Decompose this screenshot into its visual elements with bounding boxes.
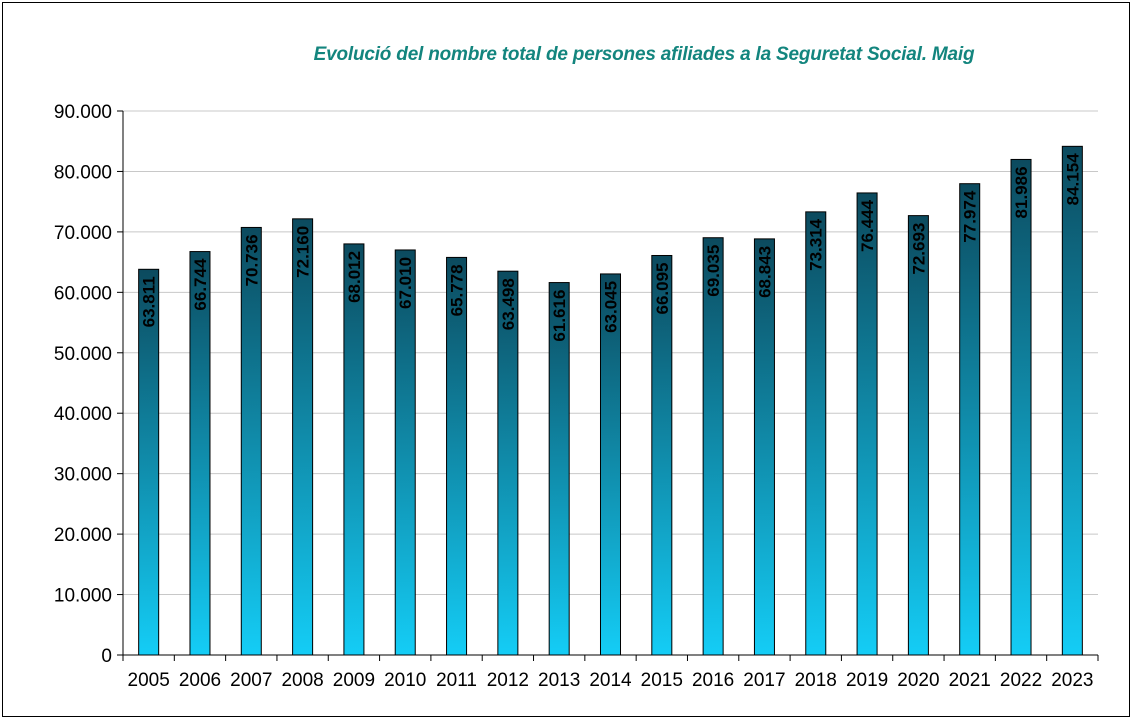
- y-tick-label: 40.000: [54, 404, 112, 425]
- x-tick-label: 2011: [436, 670, 477, 691]
- data-label: 69.035: [704, 245, 723, 297]
- data-label: 63.811: [140, 276, 159, 327]
- bar: [394, 249, 416, 656]
- y-tick-label: 90.000: [54, 102, 112, 123]
- bar: [240, 226, 262, 656]
- x-tick-label: 2005: [128, 670, 170, 691]
- data-label: 65.778: [448, 264, 467, 316]
- bar: [702, 237, 724, 656]
- data-label: 68.012: [345, 251, 364, 303]
- data-label: 70.736: [242, 234, 261, 286]
- bar: [189, 251, 211, 656]
- y-tick-label: 60.000: [54, 283, 112, 304]
- bar: [343, 243, 365, 656]
- x-tick-label: 2008: [281, 670, 323, 691]
- x-tick-label: 2021: [949, 670, 991, 691]
- data-label: 77.974: [961, 190, 980, 243]
- labels: 2005 63.811 2006 66.744 2007 70.736 2008 72.160…: [128, 153, 1094, 691]
- x-tick-label: 2015: [641, 670, 683, 691]
- x-tick-label: 2017: [743, 670, 785, 691]
- data-label: 73.314: [807, 218, 826, 271]
- bar: [548, 282, 570, 656]
- x-tick-label: 2012: [487, 670, 529, 691]
- x-tick-label: 2016: [692, 670, 734, 691]
- y-tick-label: 50.000: [54, 344, 112, 365]
- x-tick-label: 2010: [384, 670, 426, 691]
- data-label: 63.498: [499, 278, 518, 330]
- bar: [805, 211, 827, 656]
- bar: [856, 192, 878, 656]
- x-tick-label: 2023: [1051, 670, 1093, 691]
- x-tick-label: 2018: [795, 670, 837, 691]
- axes: 0 10.000 20.000 30.000 40.000 50.000 60.000 70.…: [54, 102, 1099, 667]
- y-tick-label: 10.000: [54, 586, 112, 607]
- data-label: 61.616: [550, 290, 569, 342]
- bar: [959, 183, 981, 656]
- y-tick-label: 30.000: [54, 465, 112, 486]
- bar: [138, 268, 160, 656]
- x-tick-label: 2009: [333, 670, 375, 691]
- data-label: 68.843: [755, 246, 774, 298]
- bar: [1061, 145, 1083, 656]
- bar: [497, 270, 519, 656]
- data-label: 72.160: [294, 226, 313, 278]
- x-tick-label: 2022: [1000, 670, 1042, 691]
- data-label: 76.444: [858, 199, 877, 252]
- x-tick-label: 2020: [897, 670, 939, 691]
- bar: [292, 218, 314, 656]
- bar: [446, 256, 468, 656]
- y-tick-label: 70.000: [54, 223, 112, 244]
- data-label: 84.154: [1063, 153, 1082, 206]
- y-tick-label: 80.000: [54, 162, 112, 183]
- bar: [1010, 158, 1032, 656]
- bar: [753, 238, 775, 656]
- bar: [651, 254, 673, 656]
- y-tick-label: 0: [101, 646, 112, 667]
- y-tick-label: 20.000: [54, 525, 112, 546]
- bars: [138, 145, 1083, 656]
- chart-title: Evolució del nombre total de persones af…: [313, 44, 975, 65]
- data-label: 66.095: [653, 262, 672, 314]
- x-tick-label: 2007: [230, 670, 272, 691]
- bar: [599, 273, 622, 656]
- data-label: 81.986: [1012, 166, 1031, 218]
- bar: [907, 215, 929, 656]
- x-tick-label: 2014: [589, 670, 632, 691]
- x-tick-label: 2006: [179, 670, 221, 691]
- x-tick-label: 2019: [846, 670, 888, 691]
- data-label: 67.010: [396, 257, 415, 309]
- data-label: 66.744: [191, 258, 210, 311]
- data-label: 72.693: [909, 223, 928, 275]
- x-tick-label: 2013: [538, 670, 580, 691]
- data-label: 63.045: [602, 281, 621, 333]
